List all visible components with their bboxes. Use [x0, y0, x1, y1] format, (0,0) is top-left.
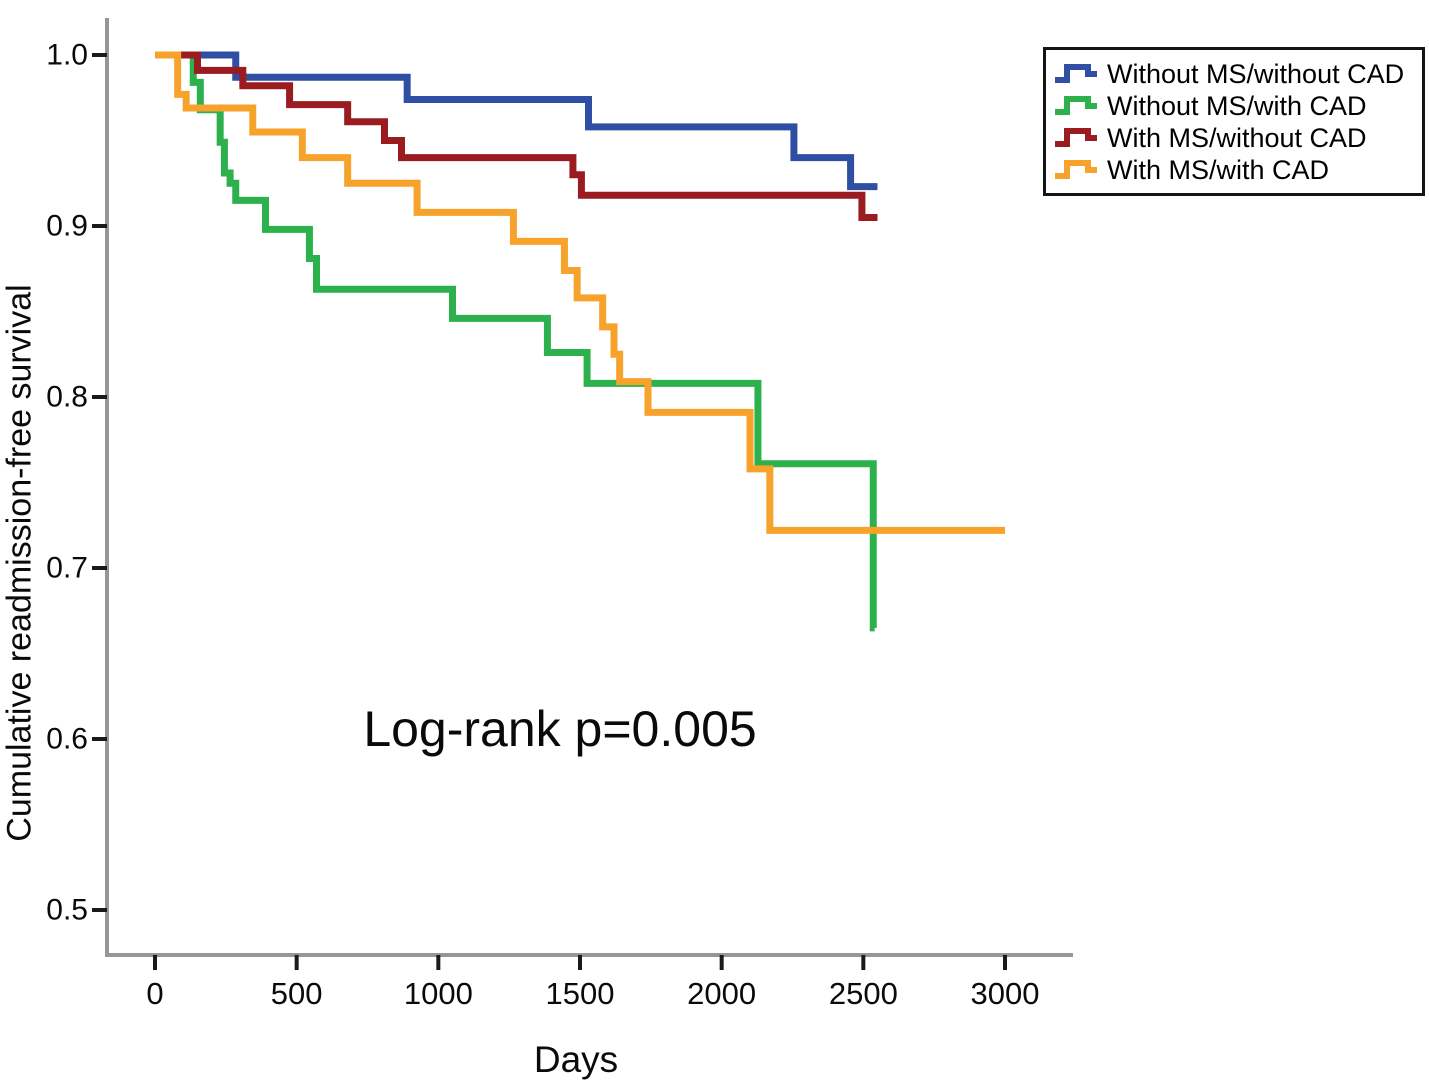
- y-tick-label: 0.6: [46, 723, 88, 756]
- legend-step-line-path: [1055, 160, 1097, 179]
- legend-item-2: Without MS/with CAD: [1053, 90, 1422, 122]
- x-tick-label: 1500: [546, 976, 615, 1011]
- legend: Without MS/without CAD Without MS/with CA…: [1043, 47, 1425, 196]
- x-tick-label: 500: [271, 976, 323, 1011]
- legend-item-label: With MS/with CAD: [1107, 155, 1330, 185]
- y-tick-label: 1.0: [46, 39, 88, 72]
- legend-step-line-icon: [1055, 64, 1097, 83]
- legend-step-line-path: [1055, 64, 1097, 83]
- legend-item-1: Without MS/without CAD: [1053, 58, 1422, 90]
- y-tick-label: 0.5: [46, 894, 88, 927]
- legend-item-label: Without MS/without CAD: [1107, 59, 1405, 89]
- x-tick-label: 0: [146, 976, 163, 1011]
- x-axis-title: Days: [533, 1039, 619, 1080]
- legend-step-line-icon: [1055, 160, 1097, 179]
- x-tick-label: 2000: [687, 976, 756, 1011]
- log-rank-annotation: Log-rank p=0.005: [363, 701, 757, 757]
- series-line-2: [155, 51, 877, 632]
- y-tick-label: 0.8: [46, 381, 88, 414]
- series-line-1: [155, 51, 878, 191]
- legend-step-line-icon: [1055, 96, 1097, 115]
- legend-item-3: With MS/without CAD: [1053, 122, 1422, 154]
- series-line-4: [155, 51, 1005, 534]
- x-tick-label: 2500: [829, 976, 898, 1011]
- series-line-3: [155, 51, 878, 221]
- legend-step-line-path: [1055, 128, 1097, 147]
- x-tick-label: 1000: [404, 976, 473, 1011]
- x-tick-label: 3000: [971, 976, 1040, 1011]
- legend-item-label: With MS/without CAD: [1107, 123, 1367, 153]
- legend-step-line-path: [1055, 96, 1097, 115]
- legend-item-4: With MS/with CAD: [1053, 154, 1422, 186]
- y-tick-label: 0.7: [46, 552, 88, 585]
- legend-item-label: Without MS/with CAD: [1107, 91, 1367, 121]
- y-axis-title: Cumulative readmission-free survival: [0, 284, 39, 842]
- y-tick-label: 0.9: [46, 210, 88, 243]
- legend-step-line-icon: [1055, 128, 1097, 147]
